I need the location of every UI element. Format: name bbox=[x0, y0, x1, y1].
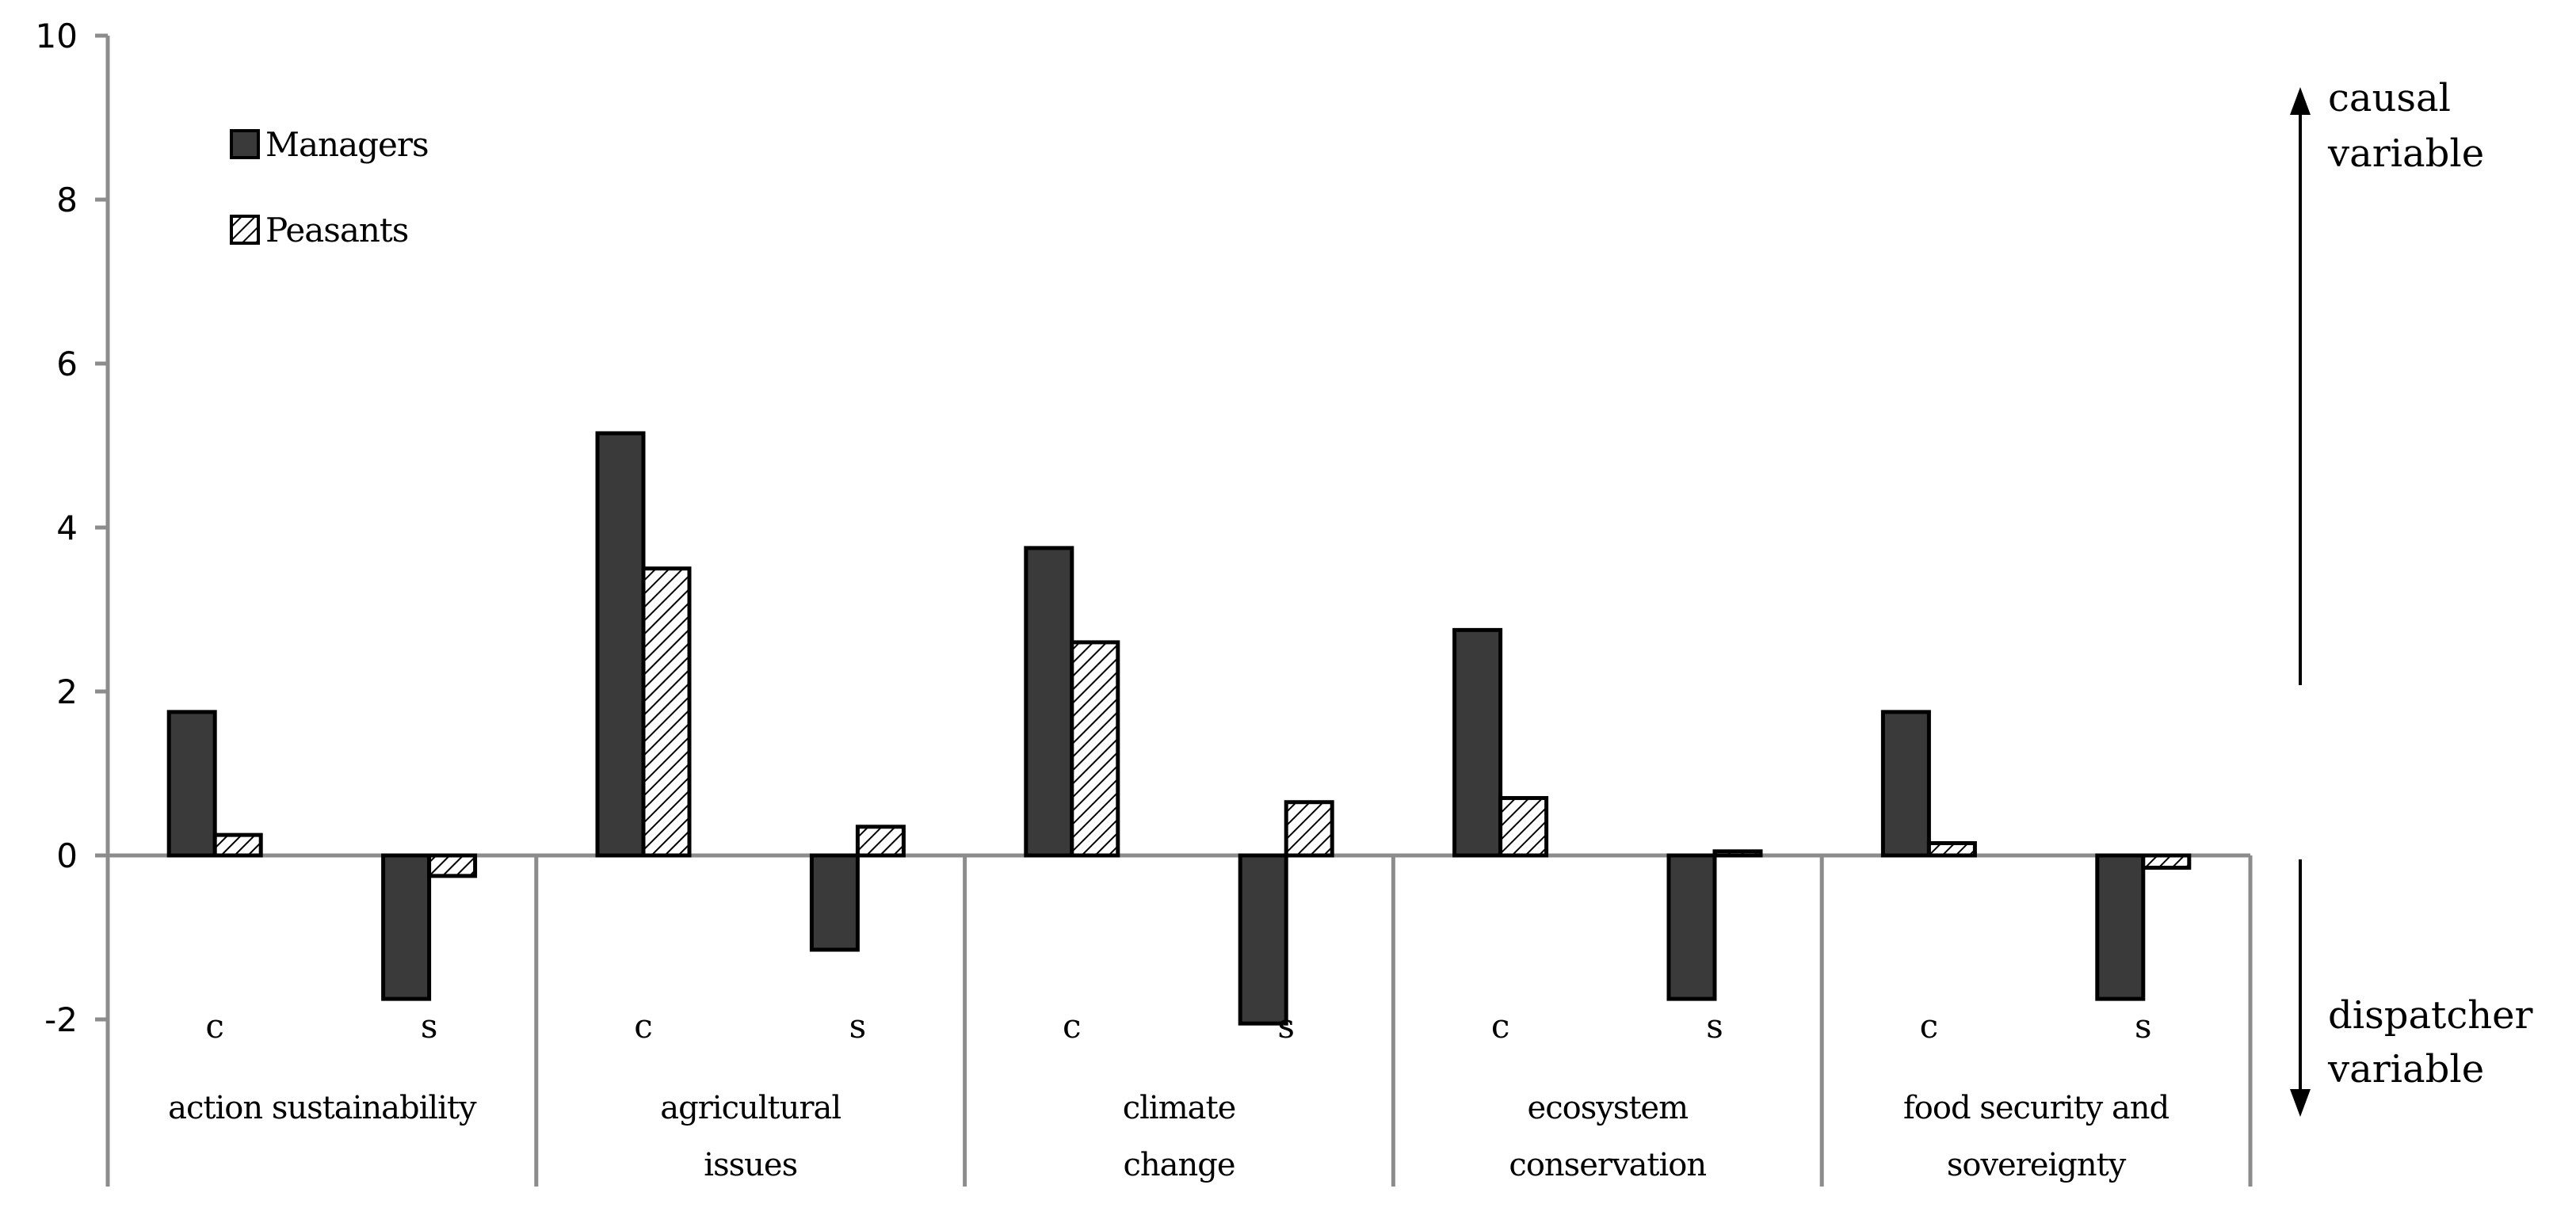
managers-bar bbox=[809, 853, 860, 952]
dispatcher-variable-label: dispatcher bbox=[2328, 993, 2533, 1038]
peasants-bar bbox=[1070, 640, 1120, 858]
managers-bar bbox=[595, 431, 646, 858]
group-label: sovereignty bbox=[1947, 1147, 2127, 1183]
managers-bar bbox=[1024, 546, 1074, 858]
causal-variable-label: variable bbox=[2327, 131, 2484, 176]
group-label: change bbox=[1123, 1147, 1235, 1183]
subcategory-label: c bbox=[205, 1007, 224, 1046]
subcategory-label: s bbox=[849, 1007, 867, 1046]
y-tick-label: 10 bbox=[36, 17, 78, 55]
group-label: action sustainability bbox=[168, 1090, 477, 1126]
y-tick-label: 4 bbox=[56, 509, 78, 547]
group-label: agricultural bbox=[660, 1090, 841, 1126]
legend: Managers Peasants bbox=[230, 125, 429, 250]
category-labels: c s action sustainability c s agricultural iss… bbox=[168, 1007, 2170, 1183]
subcategory-label: s bbox=[1277, 1007, 1295, 1046]
group-label: issues bbox=[704, 1147, 797, 1183]
peasants-bar bbox=[2141, 853, 2192, 870]
dispatcher-variable-label: variable bbox=[2327, 1047, 2484, 1091]
down-arrow-icon bbox=[2290, 1089, 2311, 1117]
peasants-bar bbox=[427, 853, 478, 878]
legend-label-managers: Managers bbox=[265, 125, 429, 164]
subcategory-label: c bbox=[634, 1007, 653, 1046]
bars bbox=[166, 431, 2192, 1026]
causal-variable-label: causal bbox=[2328, 76, 2451, 120]
y-tick-label: 8 bbox=[56, 181, 78, 219]
subcategory-label: s bbox=[1706, 1007, 1723, 1046]
peasants-bar bbox=[855, 825, 906, 858]
y-tick-label: 6 bbox=[56, 345, 78, 383]
legend-swatch-peasants bbox=[230, 215, 260, 245]
managers-bar bbox=[1238, 853, 1288, 1026]
side-annotations: causal variable dispatcher variable bbox=[2290, 76, 2533, 1117]
managers-bar bbox=[2095, 853, 2146, 1001]
subcategory-label: s bbox=[421, 1007, 438, 1046]
group-label: conservation bbox=[1509, 1147, 1706, 1183]
peasants-bar bbox=[1284, 800, 1334, 858]
subcategory-label: s bbox=[2135, 1007, 2152, 1046]
peasants-bar bbox=[1926, 840, 1977, 858]
legend-label-peasants: Peasants bbox=[265, 211, 408, 250]
peasants-bar bbox=[1712, 849, 1763, 858]
y-tick-label: -2 bbox=[44, 1000, 78, 1039]
group-label: food security and bbox=[1903, 1090, 2170, 1126]
up-arrow-icon bbox=[2290, 87, 2311, 115]
legend-swatch-managers bbox=[230, 129, 260, 159]
subcategory-label: c bbox=[1491, 1007, 1510, 1046]
peasants-bar bbox=[1498, 796, 1549, 858]
managers-bar bbox=[1666, 853, 1717, 1001]
y-tick-label: 0 bbox=[56, 836, 78, 875]
group-label: ecosystem bbox=[1528, 1090, 1689, 1126]
subcategory-label: c bbox=[1920, 1007, 1939, 1046]
subcategory-label: c bbox=[1063, 1007, 1082, 1046]
peasants-bar bbox=[641, 566, 692, 858]
group-label: climate bbox=[1123, 1090, 1236, 1126]
managers-bar bbox=[381, 853, 432, 1001]
y-tick-label: 2 bbox=[56, 672, 78, 711]
axes: -2 0 2 4 6 8 10 bbox=[36, 17, 2253, 1187]
managers-bar bbox=[166, 710, 217, 858]
peasants-bar bbox=[212, 832, 263, 858]
managers-bar bbox=[1452, 627, 1503, 858]
managers-bar bbox=[1880, 710, 1931, 858]
